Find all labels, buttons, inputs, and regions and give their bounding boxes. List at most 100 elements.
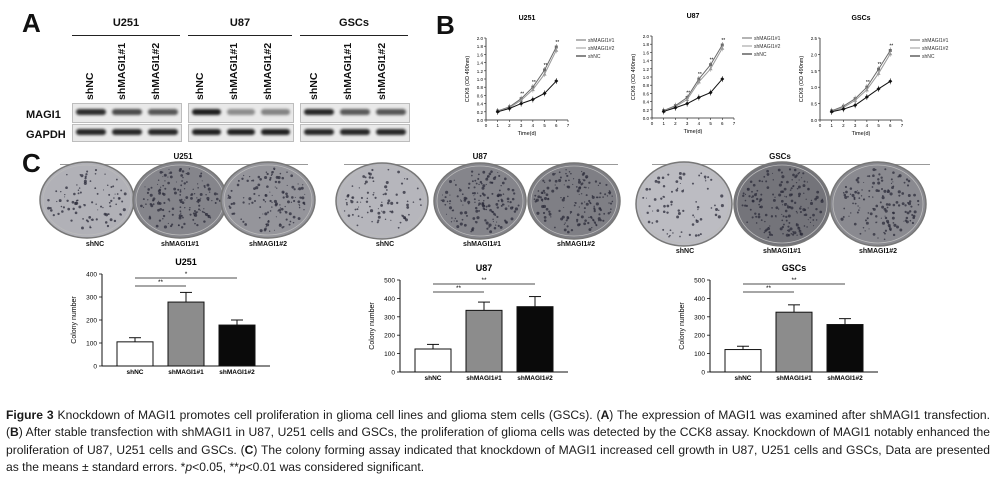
dish-label: shMAGI1#2 (556, 241, 596, 248)
colony-dot (751, 190, 753, 193)
colony-dot (599, 219, 602, 222)
y-tick-label: 0.6 (643, 91, 650, 96)
colony-dot (699, 233, 702, 236)
x-tick-label: 3 (854, 123, 857, 128)
colony-dot (167, 198, 170, 201)
colony-dot (157, 189, 161, 193)
colony-dot (864, 219, 867, 222)
colony-dot (252, 179, 255, 182)
colony-dot (194, 222, 196, 225)
colony-dot (786, 205, 790, 209)
wb-group-title: U87 (229, 17, 251, 29)
colony-dot (169, 175, 173, 179)
y-tick-label: 1.2 (477, 69, 484, 74)
colony-dot (908, 210, 912, 213)
colony-dot (206, 196, 210, 200)
dish-label: shNC (675, 248, 695, 255)
colony-dot (810, 199, 813, 202)
colony-dot (109, 218, 113, 222)
caption-ref: C (244, 442, 254, 457)
colony-dot (913, 210, 917, 214)
colony-dot (459, 211, 463, 215)
colony-dot (917, 203, 920, 206)
colony-dot (583, 222, 587, 226)
colony-dot (647, 220, 651, 224)
colony-dot (808, 188, 810, 190)
colony-dot (197, 198, 201, 202)
colony-dot (886, 206, 889, 209)
colony-dot (449, 194, 451, 196)
colony-dot (167, 181, 170, 185)
blot-band (304, 129, 334, 135)
y-axis-label: Colony number (679, 302, 686, 350)
colony-dot (277, 180, 281, 184)
colony-dot (584, 219, 587, 222)
y-tick-label: 1.6 (643, 50, 650, 55)
colony-dot (470, 230, 473, 233)
colony-dot (264, 212, 268, 216)
colony-dot (678, 176, 682, 180)
colony-dot (872, 181, 876, 185)
colony-dot (878, 173, 881, 176)
colony-dot (580, 183, 583, 186)
plates-title: GSCs (769, 152, 791, 161)
colony-dot (482, 207, 486, 210)
colony-dot (763, 175, 766, 178)
colony-dot (84, 177, 87, 180)
colony-dot (877, 178, 880, 181)
colony-dot (899, 228, 903, 232)
colony-dot (845, 190, 848, 194)
colony-dot (590, 217, 593, 219)
colony-dot (188, 168, 191, 170)
colony-dot (303, 209, 305, 211)
colony-dot (61, 210, 64, 213)
colony-dot (192, 218, 195, 221)
colony-dot (208, 191, 211, 193)
colony-dot (455, 220, 458, 223)
colony-dot (298, 203, 300, 206)
colony-dot (169, 171, 173, 174)
colony-dot (196, 197, 198, 199)
colony-dot (756, 189, 759, 192)
colony-dot (274, 186, 276, 188)
colony-dot (645, 187, 649, 191)
colony-dot (662, 210, 666, 214)
colony-dot (577, 223, 581, 227)
colony-dot (855, 178, 859, 182)
colony-dot (677, 209, 681, 212)
colony-dot (774, 215, 777, 217)
colony-dot (872, 174, 875, 178)
colony-dot (880, 188, 884, 191)
colony-dot (203, 211, 205, 213)
colony-dot (180, 226, 184, 229)
colony-dot (369, 209, 374, 213)
significance-mark: ** (710, 58, 714, 64)
blot-band (112, 129, 142, 135)
colony-dot (547, 197, 550, 200)
colony-dot (157, 183, 159, 185)
colony-dot (116, 193, 119, 195)
blot-band (261, 108, 290, 116)
colony-dot (273, 168, 276, 171)
colony-dot (441, 194, 443, 196)
colony-dot (744, 199, 747, 202)
colony-dot (507, 200, 509, 203)
colony-dot (880, 179, 884, 182)
colony-dot (347, 214, 351, 217)
colony-dot (695, 201, 697, 203)
colony-dot (815, 207, 818, 211)
colony-dot (688, 233, 691, 237)
colony-dot (84, 175, 87, 178)
colony-dot (539, 196, 542, 199)
blot-band (148, 108, 178, 116)
colony-dot (815, 195, 819, 199)
dish-label: shNC (375, 241, 395, 248)
colony-dot (200, 172, 203, 175)
y-tick-label: 0 (701, 370, 705, 377)
colony-dot (875, 215, 878, 218)
colony-dot (406, 178, 409, 180)
colony-dot (384, 192, 387, 196)
colony-dot (597, 184, 600, 187)
caption-ref: B (10, 425, 19, 440)
colony-dot (495, 224, 497, 226)
